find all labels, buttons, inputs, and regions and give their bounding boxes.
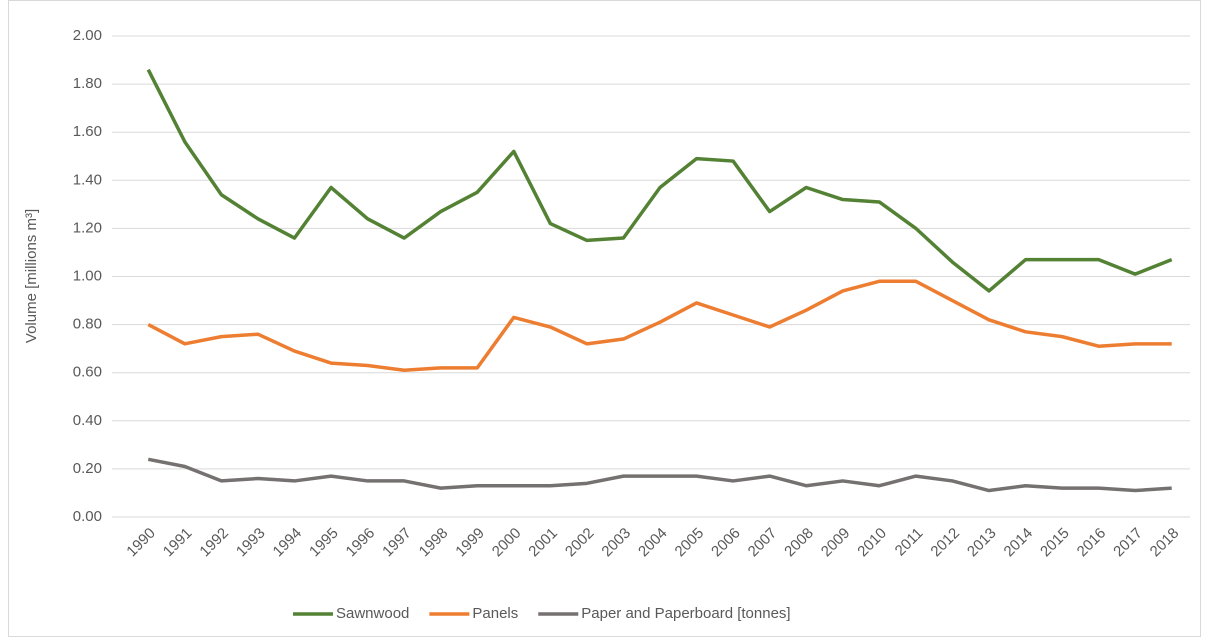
y-tick-label: 1.40 — [73, 171, 102, 188]
y-tick-label: 1.60 — [73, 123, 102, 140]
legend-label: Panels — [472, 605, 518, 622]
y-tick-label: 0.60 — [73, 364, 102, 381]
series-line — [147, 279, 1172, 373]
y-tick-label: 1.20 — [73, 219, 102, 236]
y-axis-label: Volume [millions m³] — [23, 209, 40, 343]
y-tick-label: 1.80 — [73, 75, 102, 92]
y-tick-label: 0.80 — [73, 316, 102, 333]
legend-label: Sawnwood — [336, 605, 409, 622]
y-tick-label: 0.20 — [73, 460, 102, 477]
y-tick-label: 0.00 — [73, 508, 102, 525]
chart-border — [8, 0, 1201, 637]
y-tick-label: 2.00 — [73, 27, 102, 44]
series-line — [147, 457, 1172, 493]
legend-label: Paper and Paperboard [tonnes] — [581, 605, 790, 622]
series-line — [146, 68, 1173, 293]
y-tick-label: 1.00 — [73, 267, 102, 284]
y-tick-label: 0.40 — [73, 412, 102, 429]
